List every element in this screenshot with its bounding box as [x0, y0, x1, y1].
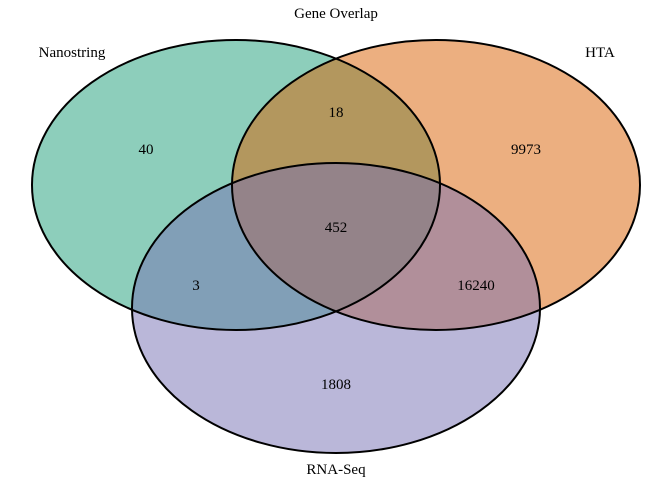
- nanostring-outline: [31, 39, 441, 331]
- rnaseq-outline: [131, 162, 541, 454]
- hta-outline: [231, 39, 641, 331]
- hta-only-count: 9973: [511, 142, 541, 158]
- rnaseq-only-count: 1808: [321, 377, 351, 393]
- diagram-title: Gene Overlap: [294, 6, 378, 22]
- hta-rnaseq-count: 16240: [457, 278, 495, 294]
- rnaseq-set: [132, 163, 540, 453]
- nanostring-rnaseq-count: 3: [192, 278, 200, 294]
- nanostring-hta-count: 18: [329, 105, 344, 121]
- nanostring-only-count: 40: [139, 142, 154, 158]
- rnaseq-label: RNA-Seq: [306, 462, 366, 478]
- hta-label: HTA: [585, 45, 615, 61]
- all-three-count: 452: [325, 220, 348, 236]
- nanostring-label: Nanostring: [39, 45, 106, 61]
